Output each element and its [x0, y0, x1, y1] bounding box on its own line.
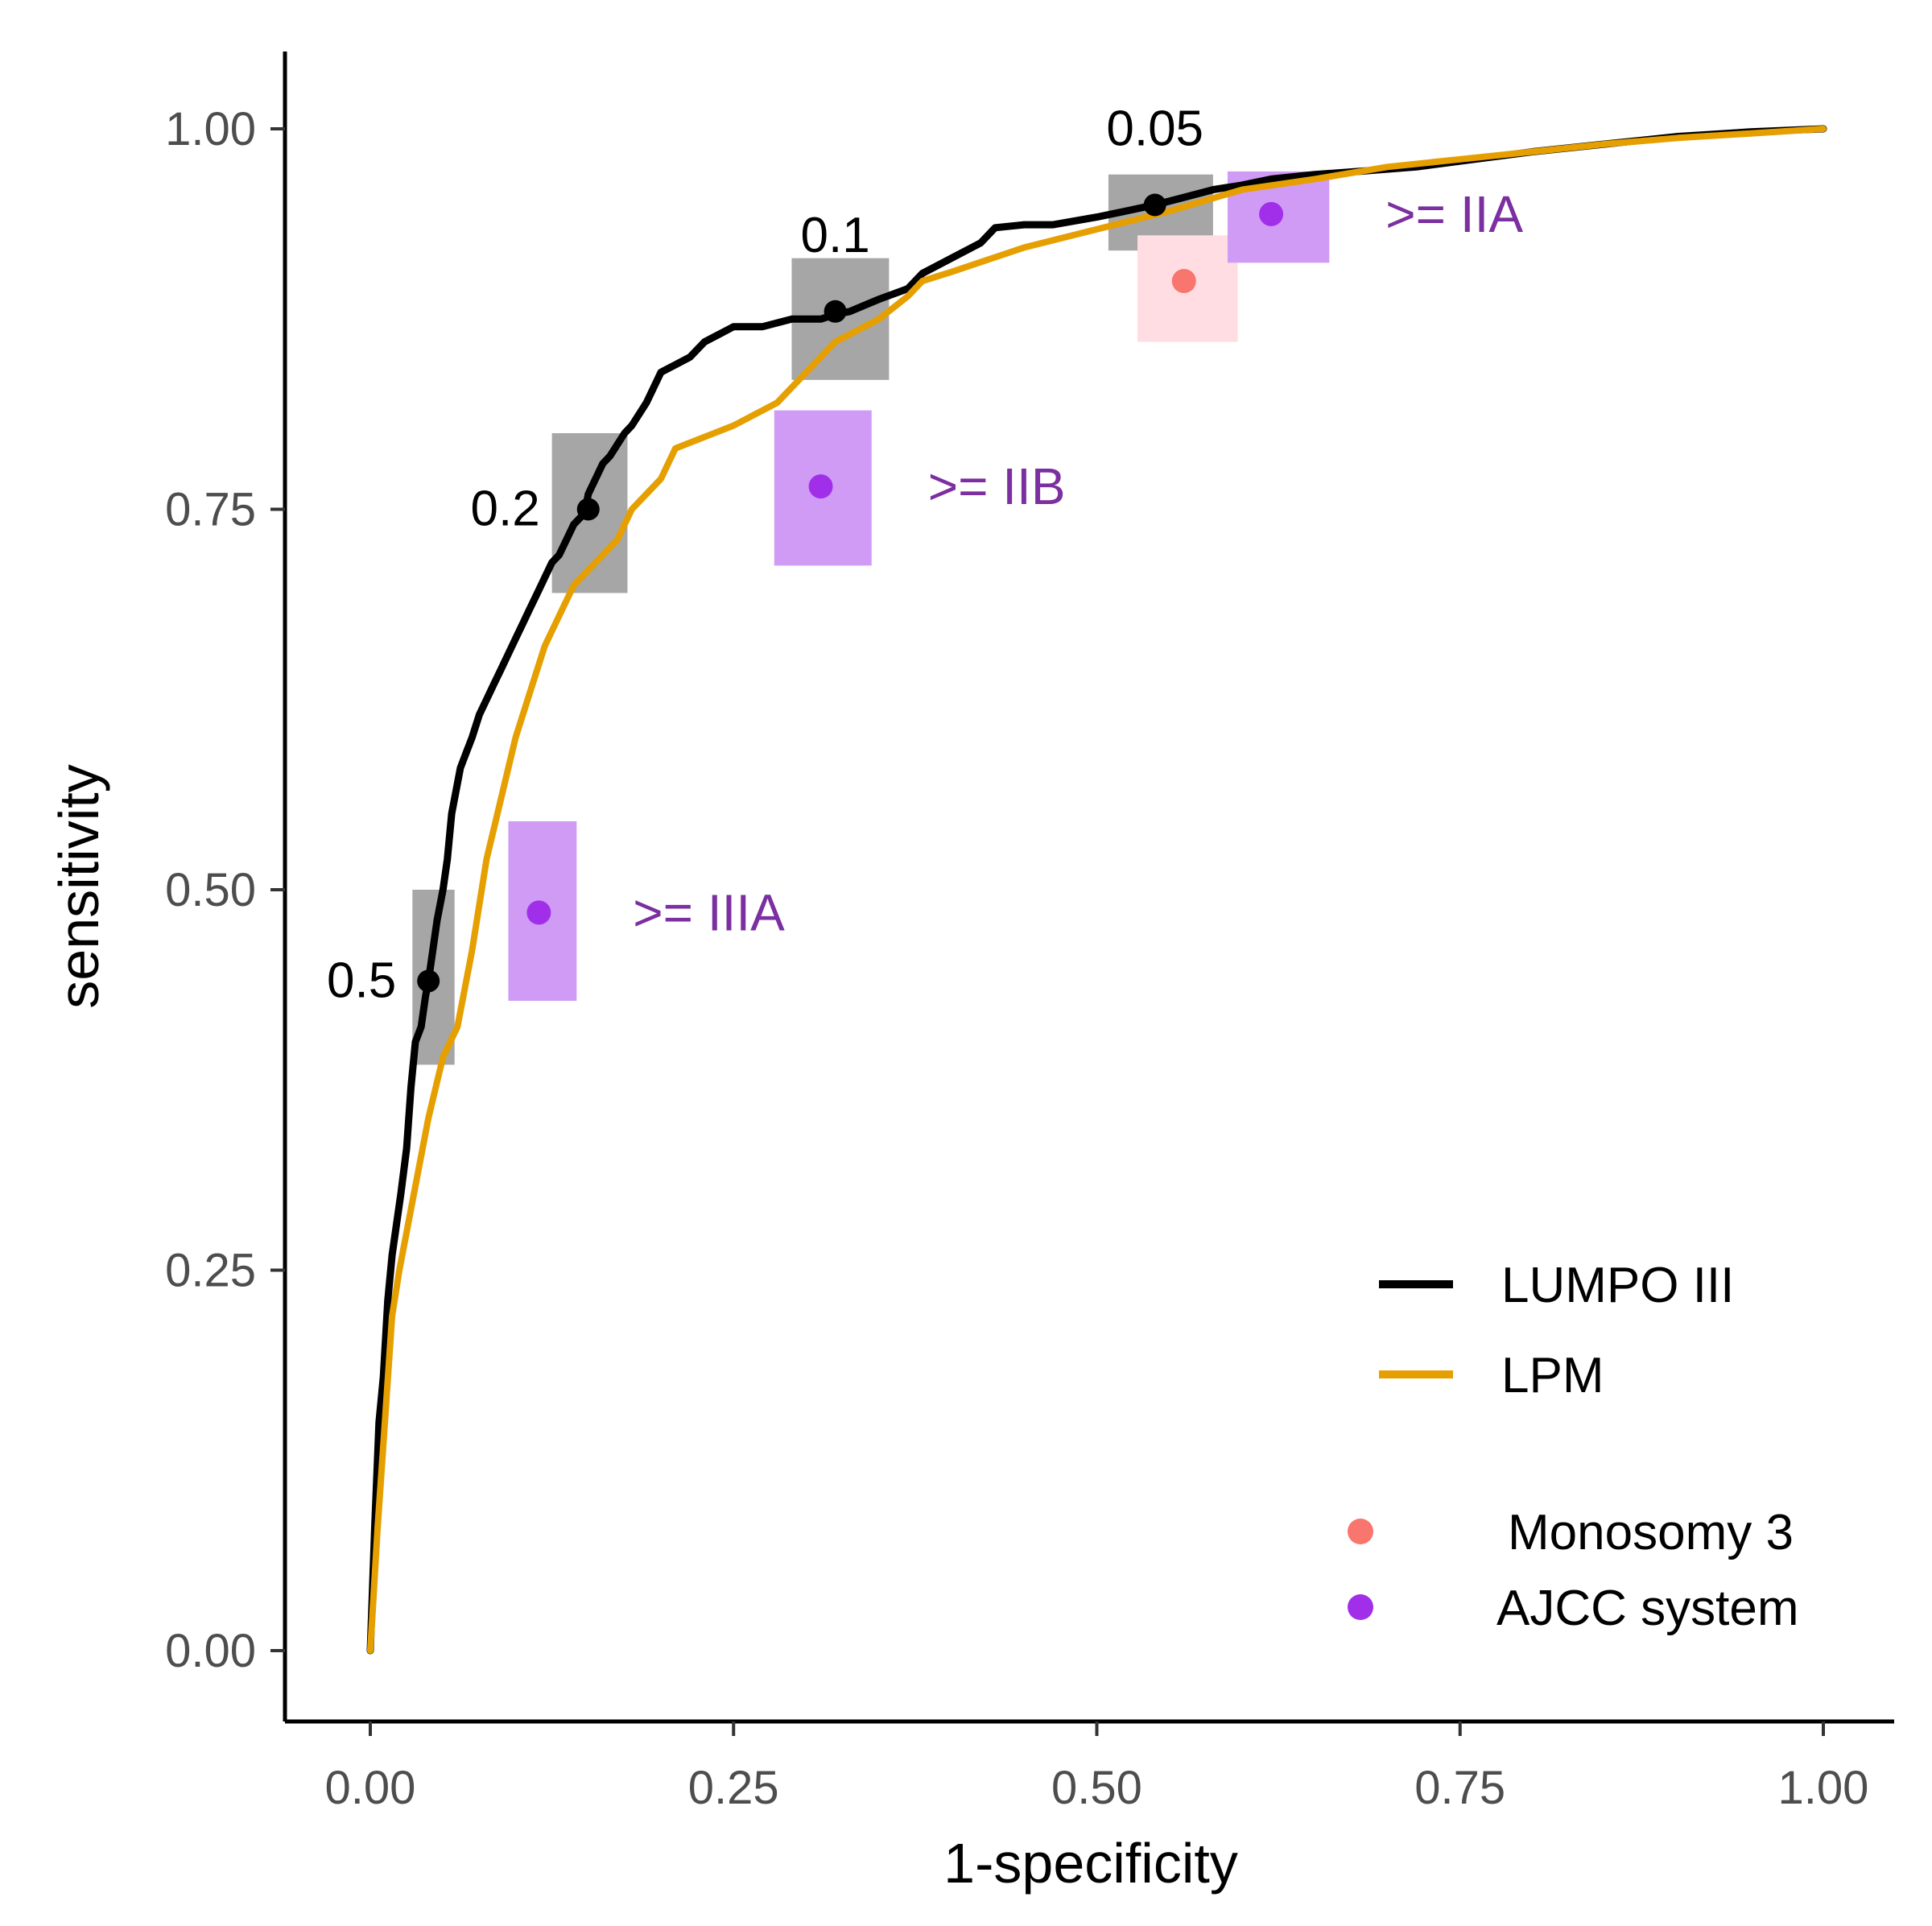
- threshold-label: 0.1: [800, 208, 869, 263]
- y-tick-label: 0.75: [165, 484, 256, 536]
- lumpo-iii-curve: [366, 125, 1827, 1655]
- y-tick-label: 0.25: [165, 1245, 256, 1297]
- monosomy-point: [1171, 269, 1196, 293]
- threshold-label: 0.5: [327, 953, 396, 1008]
- x-tick-label: 0.75: [1414, 1762, 1505, 1814]
- axes: 1-specificity sensitivity: [47, 52, 1894, 1895]
- x-tick-label: 0.50: [1051, 1762, 1142, 1814]
- threshold-point: [576, 498, 600, 521]
- y-tick-label: 0.00: [165, 1625, 256, 1677]
- legend-line-label: LPM: [1501, 1348, 1604, 1403]
- threshold-label: 0.05: [1106, 101, 1203, 157]
- threshold-label: 0.2: [471, 482, 540, 537]
- legend-point-key: [1348, 1594, 1373, 1620]
- legend-point-key: [1348, 1519, 1373, 1544]
- threshold-point: [417, 969, 440, 993]
- x-tick-label: 1.00: [1778, 1762, 1869, 1814]
- ajcc-point: [526, 900, 551, 925]
- y-tick-label: 0.50: [165, 864, 256, 916]
- legend-point-label: AJCC system: [1496, 1581, 1798, 1636]
- x-tick-label: 0.25: [688, 1762, 779, 1814]
- legend-point-label: Monosomy 3: [1508, 1505, 1794, 1560]
- ajcc-point: [1259, 201, 1284, 226]
- ajcc-stage-label: >= IIIA: [633, 883, 785, 941]
- axis-ticks: 0.00 0.25 0.50 0.75 1.00 0.00 0.25 0.50 0.75 1.00: [165, 103, 1868, 1814]
- threshold-point: [1143, 193, 1166, 217]
- x-tick-label: 0.00: [325, 1762, 416, 1814]
- lpm-curve: [367, 126, 1827, 1654]
- legend-line-label: LUMPO III: [1501, 1258, 1734, 1313]
- plot-area: 0.5 0.2 0.1 0.05 >= IIA >= IIB >= IIIA: [327, 101, 1827, 1655]
- threshold-point: [824, 300, 847, 323]
- y-axis-title: sensitivity: [47, 764, 110, 1008]
- ajcc-stage-label: >= IIB: [928, 457, 1066, 515]
- ajcc-point: [808, 474, 833, 499]
- ajcc-stage-label: >= IIA: [1385, 185, 1523, 243]
- legend: LUMPO III LPM Monosomy 3 AJCC system: [1348, 1258, 1798, 1636]
- x-axis-title: 1-specificity: [943, 1832, 1238, 1895]
- y-tick-label: 1.00: [165, 103, 256, 155]
